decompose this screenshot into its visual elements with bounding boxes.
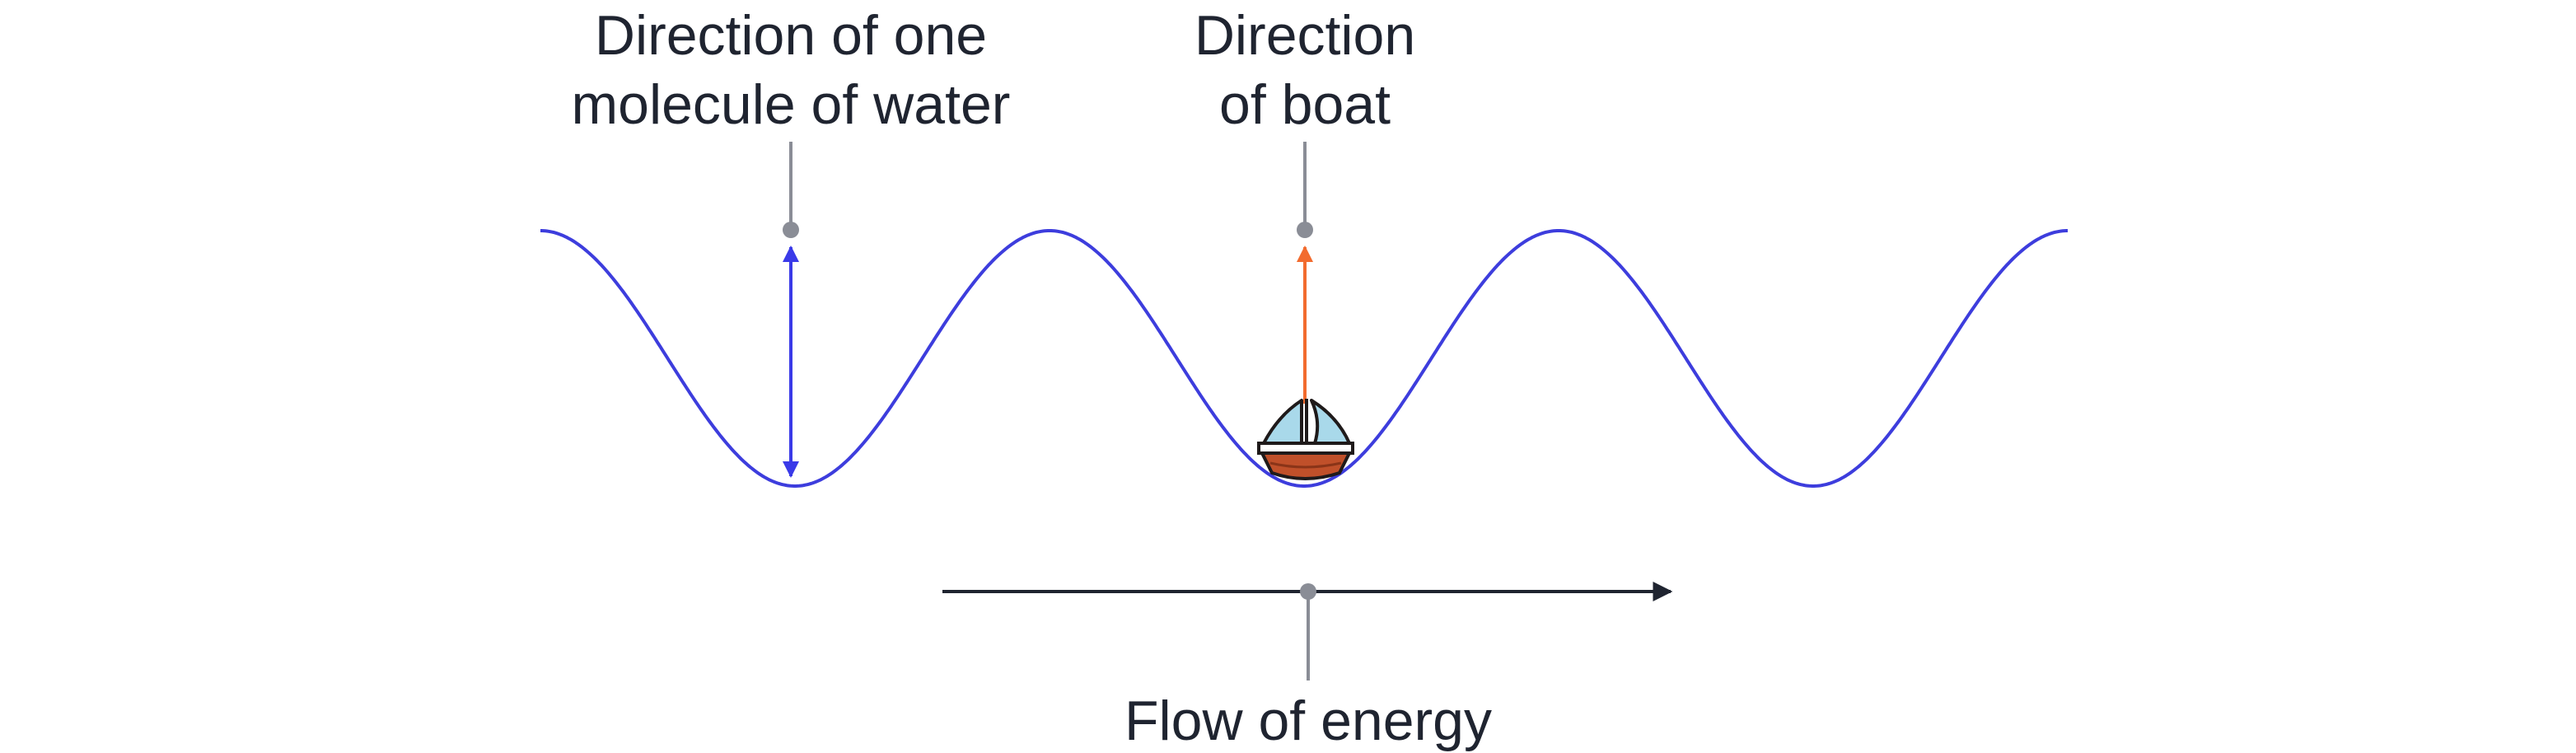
boat-callout-dot — [1297, 222, 1313, 238]
water-label-line2: molecule of water — [572, 73, 1011, 136]
water-wave — [540, 229, 2068, 488]
sailboat-icon — [1257, 399, 1354, 480]
water-label-line1: Direction of one — [595, 4, 987, 67]
boat-label-line1: Direction — [1194, 4, 1415, 67]
energy-callout-dot — [1300, 583, 1316, 600]
water-callout-dot — [783, 222, 799, 238]
energy-label: Flow of energy — [1124, 690, 1492, 752]
boat-label-line2: of boat — [1219, 73, 1391, 136]
